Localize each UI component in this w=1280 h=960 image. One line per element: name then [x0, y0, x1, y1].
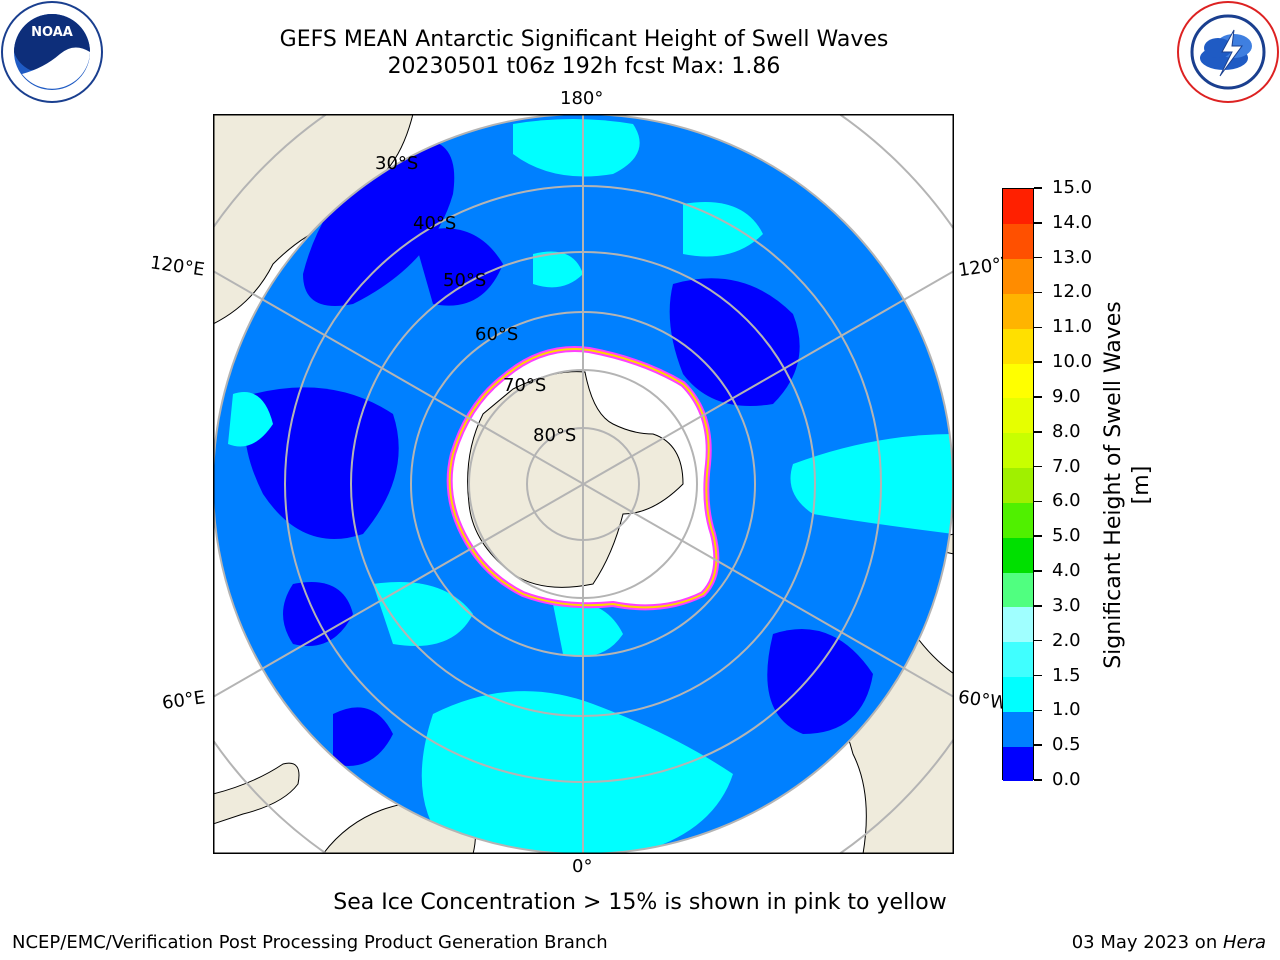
footer-host: Hera — [1222, 932, 1266, 953]
colorbar-segment — [1003, 467, 1033, 503]
colorbar — [1002, 188, 1034, 782]
colorbar-tick — [1034, 431, 1042, 433]
colorbar-tick — [1034, 674, 1042, 677]
caption: Sea Ice Concentration > 15% is shown in … — [333, 890, 947, 915]
colorbar-tick-label: 0.5 — [1052, 734, 1081, 756]
colorbar-segment — [1003, 676, 1033, 712]
colorbar-tick-label: 4.0 — [1052, 560, 1081, 582]
colorbar-tick-label: 10.0 — [1052, 351, 1093, 373]
colorbar-tick — [1034, 779, 1042, 781]
lat-label-30s: 30°S — [375, 153, 418, 174]
colorbar-tick-label: 5.0 — [1052, 525, 1081, 547]
colorbar-tick — [1034, 256, 1042, 259]
colorbar-segment — [1003, 537, 1033, 573]
lat-label-70s: 70°S — [503, 375, 546, 396]
colorbar-segment — [1003, 502, 1033, 538]
colorbar-segment — [1003, 572, 1033, 608]
colorbar-tick-label: 1.5 — [1052, 664, 1081, 686]
colorbar-tick-label: 13.0 — [1052, 246, 1093, 268]
colorbar-tick — [1034, 500, 1042, 503]
colorbar-segment — [1003, 189, 1033, 225]
lon-label-120e: 120°E — [148, 252, 206, 281]
colorbar-tick-label: 0.0 — [1052, 769, 1081, 790]
colorbar-segment — [1003, 328, 1033, 364]
colorbar-segment — [1003, 711, 1033, 747]
colorbar-tick — [1034, 361, 1042, 363]
colorbar-tick — [1034, 605, 1042, 607]
colorbar-tick-label: 8.0 — [1052, 420, 1081, 442]
colorbar-segment — [1003, 641, 1033, 678]
colorbar-tick-label: 1.0 — [1052, 699, 1081, 721]
colorbar-segment — [1003, 432, 1033, 469]
colorbar-tick — [1034, 222, 1042, 224]
colorbar-segment — [1003, 746, 1033, 782]
colorbar-tick — [1034, 465, 1042, 468]
chart-title: GEFS MEAN Antarctic Significant Height o… — [279, 27, 889, 52]
lon-label-0: 0° — [572, 856, 593, 877]
colorbar-tick — [1034, 187, 1042, 189]
colorbar-segment — [1003, 397, 1033, 434]
colorbar-tick-label: 14.0 — [1052, 211, 1093, 233]
lon-label-60e: 60°E — [160, 687, 207, 714]
colorbar-tick-label: 11.0 — [1052, 316, 1093, 338]
lat-label-40s: 40°S — [413, 213, 456, 234]
footer-date: 03 May 2023 on Hera — [1072, 932, 1266, 953]
colorbar-tick — [1034, 744, 1042, 746]
lon-label-180: 180° — [560, 88, 604, 109]
footer-credit: NCEP/EMC/Verification Post Processing Pr… — [12, 932, 608, 953]
noaa-logo-text: NOAA — [31, 25, 73, 40]
colorbar-tick — [1034, 326, 1042, 329]
colorbar-segment — [1003, 363, 1033, 399]
colorbar-tick-label: 2.0 — [1052, 629, 1081, 651]
lat-label-50s: 50°S — [443, 270, 486, 291]
colorbar-tick-label: 3.0 — [1052, 594, 1081, 616]
colorbar-tick — [1034, 291, 1042, 294]
colorbar-tick-label: 7.0 — [1052, 455, 1081, 477]
colorbar-tick — [1034, 535, 1042, 537]
colorbar-tick — [1034, 396, 1042, 398]
colorbar-segment — [1003, 258, 1033, 294]
colorbar-tick-label: 9.0 — [1052, 385, 1081, 407]
lat-label-60s: 60°S — [475, 324, 518, 345]
footer-date-text: 03 May 2023 on — [1071, 932, 1223, 953]
noaa-logo-icon: NOAA — [1, 1, 103, 103]
lat-label-80s: 80°S — [533, 425, 576, 446]
colorbar-tick-label: 15.0 — [1052, 177, 1093, 198]
polar-map: 30°S 40°S 50°S 60°S 70°S 80°S — [213, 114, 954, 854]
colorbar-tick-label: 12.0 — [1052, 281, 1093, 303]
chart-subtitle: 20230501 t06z 192h fcst Max: 1.86 — [387, 54, 781, 79]
colorbar-segment — [1003, 606, 1033, 643]
colorbar-tick-label: 6.0 — [1052, 490, 1081, 512]
colorbar-tick — [1034, 639, 1042, 642]
colorbar-segment — [1003, 293, 1033, 329]
colorbar-tick — [1034, 709, 1042, 712]
nws-logo-icon — [1177, 1, 1279, 103]
colorbar-segment — [1003, 223, 1033, 260]
colorbar-label: Significant Height of Swell Waves [m] — [1101, 301, 1154, 669]
colorbar-tick — [1034, 570, 1042, 572]
